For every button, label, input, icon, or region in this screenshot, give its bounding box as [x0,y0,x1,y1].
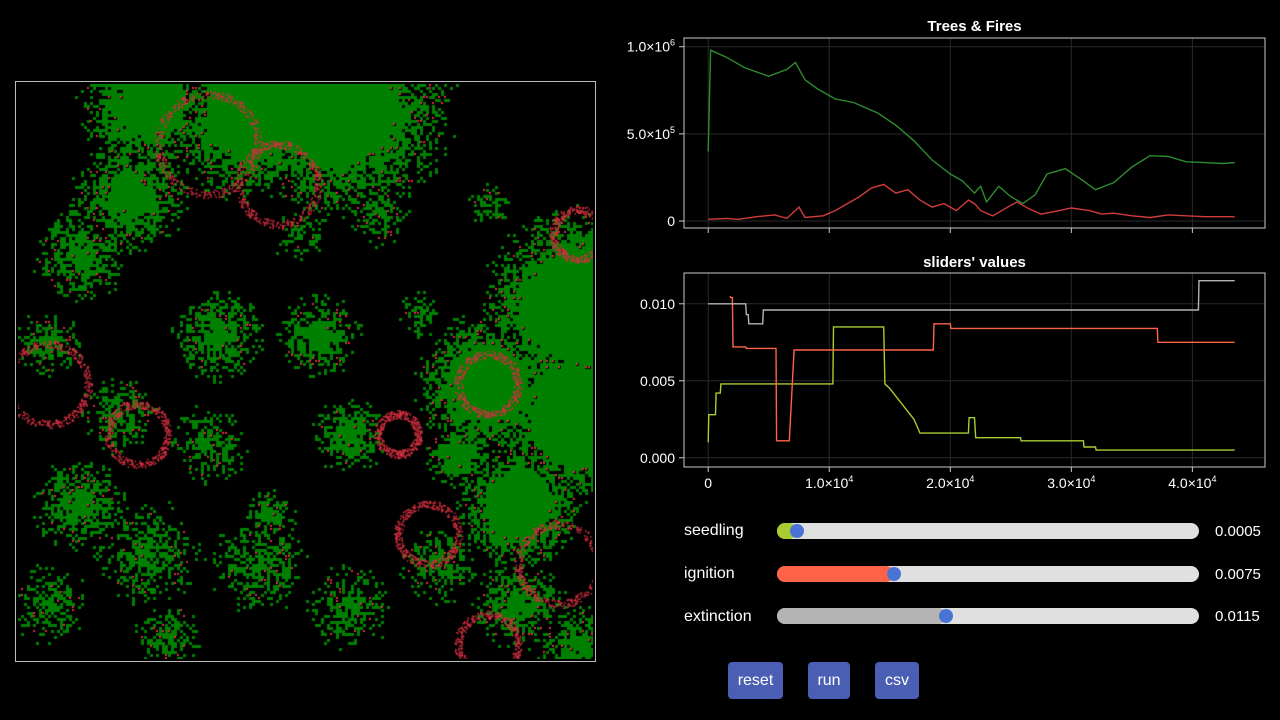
chart2-xtick-label: 0 [704,475,712,491]
extinction-value: 0.0115 [1215,608,1260,625]
chart2-xtick-label: 2.0×104 [926,474,974,491]
ignition-slider[interactable] [777,566,1199,582]
chart2-xtick-label: 1.0×104 [805,474,853,491]
chart1-series-line [707,49,1235,205]
ignition-slider-knob[interactable] [886,567,901,581]
chart1-title: Trees & Fires [927,18,1021,35]
chart1-frame [683,37,1266,229]
chart2-xtick-label: 4.0×104 [1168,474,1216,491]
ignition-label: ignition [684,565,735,582]
forest-grid-canvas [18,84,593,659]
extinction-slider-knob[interactable] [939,609,954,623]
extinction-label: extinction [684,608,752,625]
chart1-ytick-label: 1.0×106 [627,38,675,55]
chart2-series-line [729,295,1235,442]
extinction-slider-fill [777,608,947,624]
ignition-slider-fill [777,566,894,582]
seedling-value: 0.0005 [1215,523,1261,540]
seedling-slider-knob[interactable] [789,524,804,538]
chart2-xtick-label: 3.0×104 [1047,474,1095,491]
chart2-series-line [707,326,1235,451]
chart1-ytick-label: 5.0×105 [627,125,675,142]
ignition-value: 0.0075 [1215,566,1261,583]
run-button[interactable]: run [808,662,850,699]
chart2-frame [683,272,1266,468]
extinction-slider[interactable] [777,608,1199,624]
charts-area: Trees & Fires 0 5.0×105 1.0×106 sliders' val… [627,18,1266,491]
chart2-title: sliders' values [923,254,1026,271]
reset-button[interactable]: reset [728,662,783,699]
csv-button[interactable]: csv [875,662,919,699]
chart2-ytick-label: 0.010 [640,296,675,312]
seedling-slider[interactable] [777,523,1199,539]
chart2-ytick-label: 0.000 [640,450,675,466]
chart1-ytick-label: 0 [667,213,675,229]
chart1-series-line [708,183,1235,221]
seedling-label: seedling [684,522,744,539]
chart2-series-line [708,280,1235,325]
forest-grid-panel [15,81,596,662]
chart2-ytick-label: 0.005 [640,373,675,389]
